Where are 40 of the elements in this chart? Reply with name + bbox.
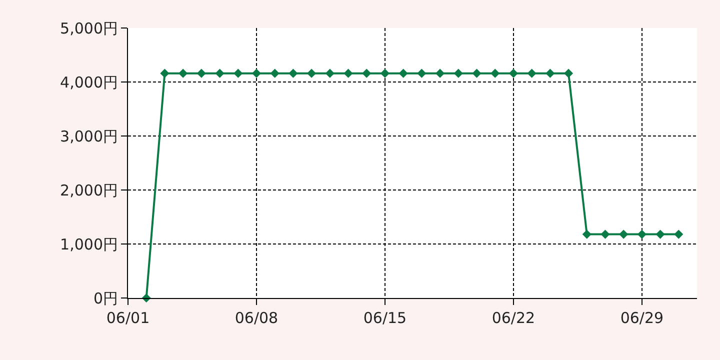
point bbox=[344, 68, 353, 78]
point bbox=[417, 68, 426, 78]
point bbox=[582, 230, 592, 239]
point bbox=[527, 68, 536, 78]
point bbox=[215, 68, 224, 78]
y-tick-label: 0円 bbox=[93, 289, 118, 308]
point bbox=[490, 68, 500, 78]
point bbox=[600, 230, 610, 239]
y-tick-label: 4,000円 bbox=[60, 73, 118, 92]
y-tick-label: 3,000円 bbox=[60, 127, 118, 146]
point bbox=[325, 68, 334, 78]
x-tick-label: 06/29 bbox=[620, 309, 664, 327]
point bbox=[508, 68, 518, 78]
point bbox=[270, 68, 280, 78]
x-tick-label: 06/08 bbox=[234, 309, 278, 327]
point bbox=[435, 68, 445, 78]
point bbox=[564, 68, 574, 78]
point bbox=[454, 68, 463, 78]
point bbox=[398, 68, 408, 78]
point bbox=[637, 230, 646, 239]
point bbox=[160, 68, 170, 78]
point bbox=[288, 68, 298, 78]
x-tick-label: 06/01 bbox=[106, 309, 150, 327]
point bbox=[178, 68, 188, 78]
y-tick-label: 5,000円 bbox=[60, 19, 118, 38]
point bbox=[546, 68, 555, 78]
point bbox=[362, 68, 372, 78]
point bbox=[196, 68, 206, 78]
point bbox=[307, 68, 316, 78]
point bbox=[619, 230, 628, 239]
x-tick-label: 06/15 bbox=[363, 309, 407, 327]
point bbox=[252, 68, 262, 78]
y-tick-label: 2,000円 bbox=[60, 181, 118, 200]
point bbox=[674, 230, 684, 239]
point bbox=[472, 68, 482, 78]
point bbox=[380, 68, 390, 78]
point bbox=[656, 230, 665, 239]
point bbox=[234, 68, 243, 78]
x-tick-label: 06/22 bbox=[492, 309, 536, 327]
y-tick-label: 1,000円 bbox=[60, 235, 118, 254]
